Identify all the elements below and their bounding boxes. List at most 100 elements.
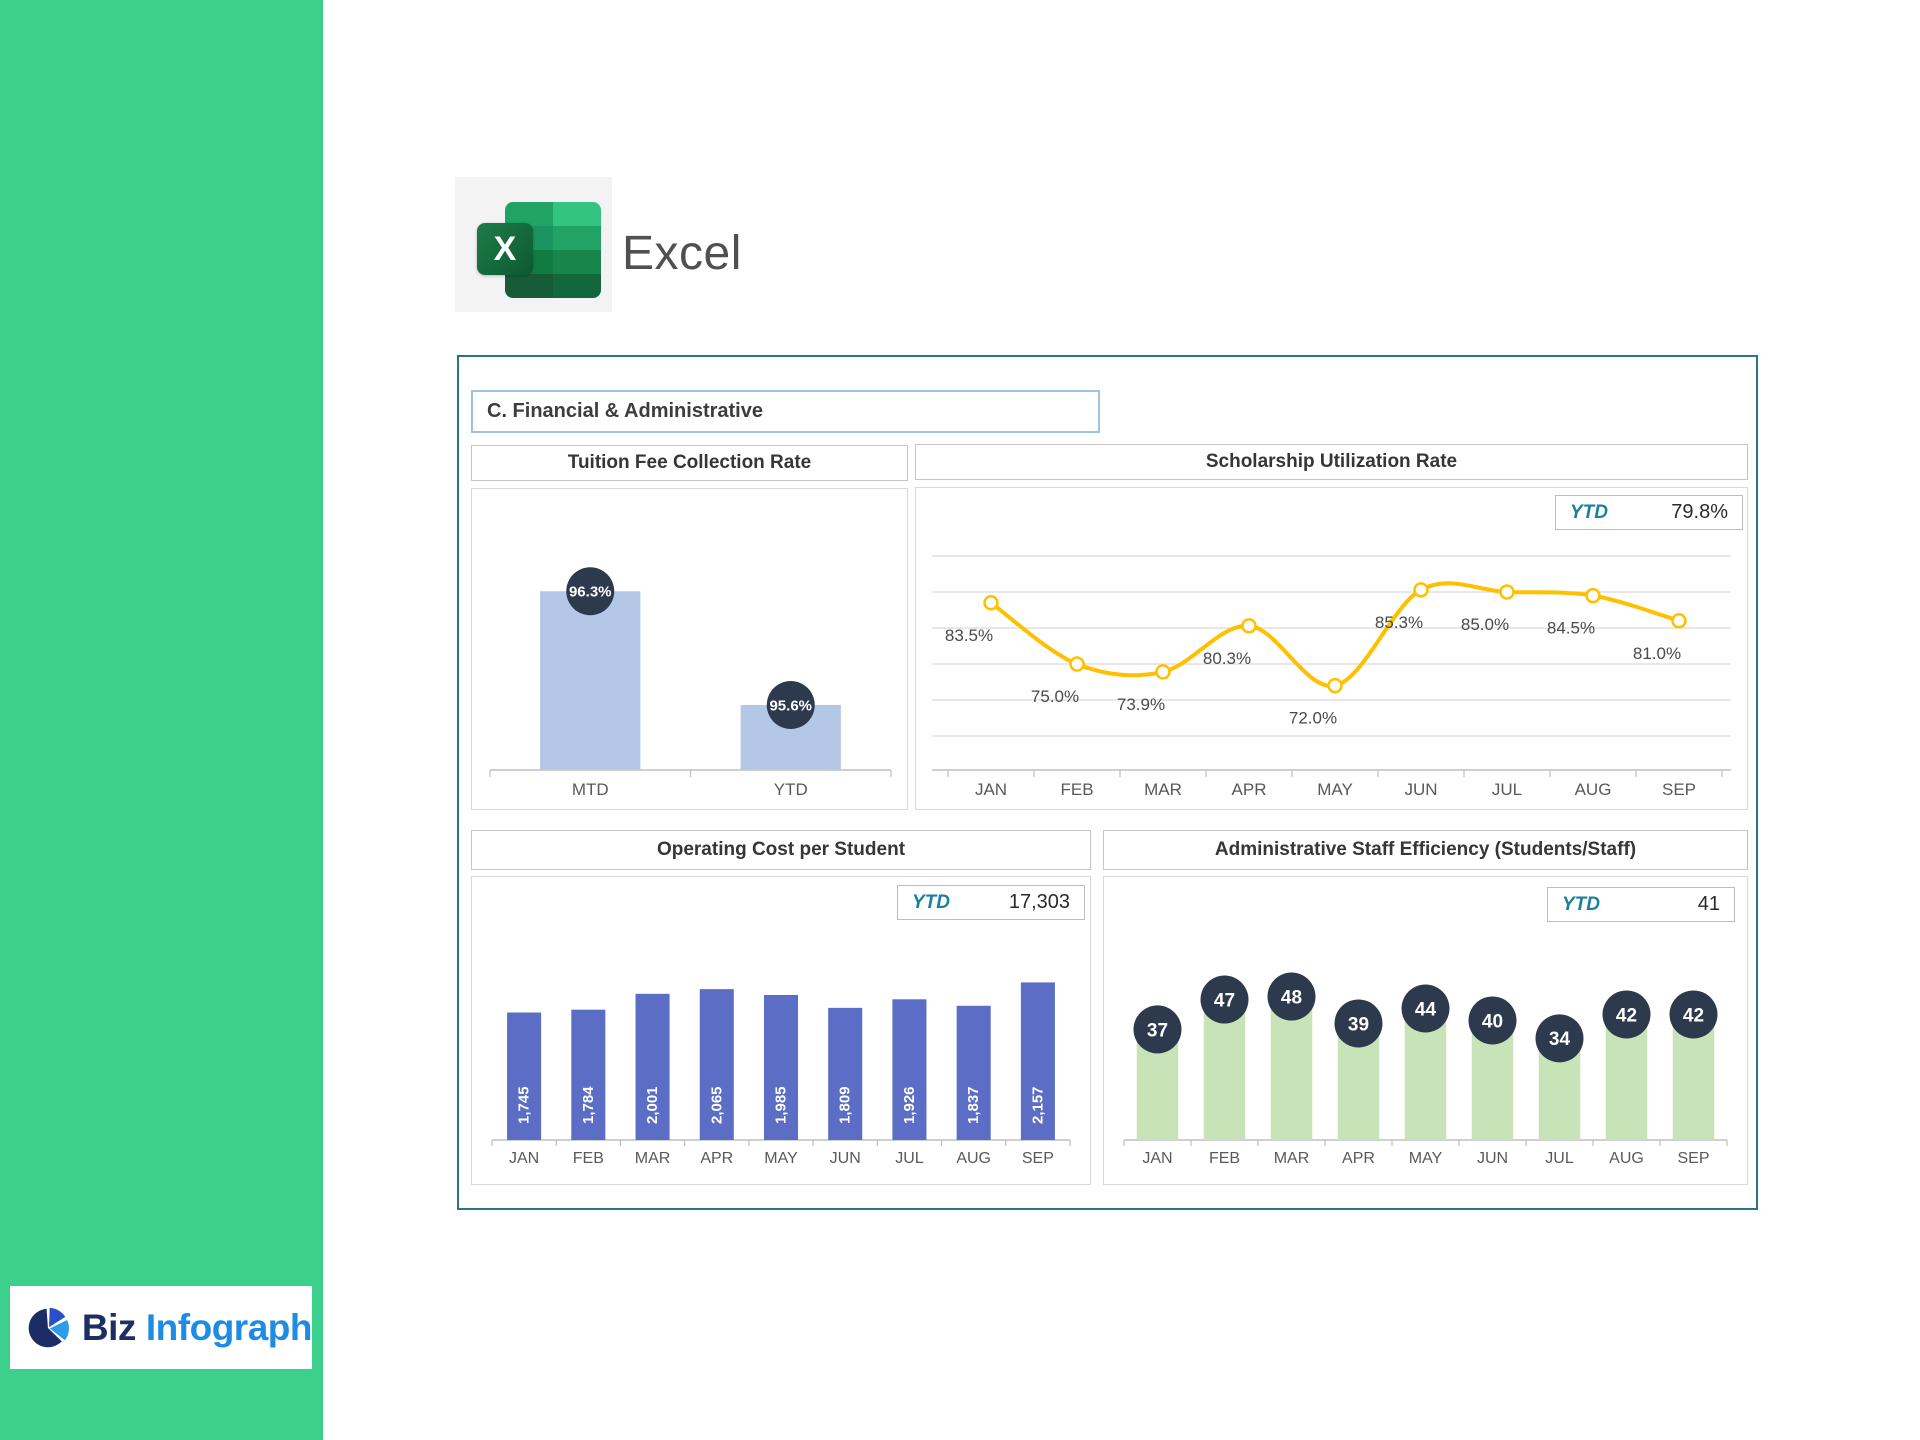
svg-text:JUL: JUL: [895, 1150, 924, 1167]
chart-operating[interactable]: YTD 17,303 JAN 1,745 FEB 1,784 MAR 2,001 APR 2,…: [471, 876, 1091, 1185]
brand-word-infograph: Infograph: [145, 1306, 313, 1348]
svg-text:42: 42: [1683, 1005, 1704, 1026]
chart-title-admin: Administrative Staff Efficiency (Student…: [1103, 830, 1748, 870]
svg-text:JUL: JUL: [1545, 1150, 1574, 1167]
svg-text:MAY: MAY: [1409, 1150, 1443, 1167]
excel-x-icon: X: [477, 223, 533, 275]
svg-text:95.6%: 95.6%: [769, 697, 812, 714]
ytd-value: 17,303: [1008, 891, 1070, 913]
svg-text:AUG: AUG: [1575, 780, 1612, 799]
green-sidebar: [0, 0, 323, 1440]
section-header-textbox[interactable]: C. Financial & Administrative: [471, 390, 1100, 433]
ytd-value: 41: [1697, 893, 1720, 915]
svg-text:1,985: 1,985: [773, 1086, 790, 1124]
svg-text:APR: APR: [700, 1150, 733, 1167]
svg-text:47: 47: [1214, 990, 1235, 1011]
dashboard: C. Financial & Administrative Tuition Fe…: [457, 355, 1758, 1210]
svg-text:MAR: MAR: [1144, 780, 1182, 799]
excel-icon-cell: [505, 274, 553, 298]
svg-text:44: 44: [1415, 999, 1437, 1020]
svg-text:40: 40: [1482, 1011, 1503, 1032]
scholarship-line-chart: 83.5% JAN 75.0% FEB 73.9% MAR 80.3% APR 72.0% MAY…: [916, 488, 1747, 809]
svg-text:80.3%: 80.3%: [1203, 649, 1251, 668]
svg-text:39: 39: [1348, 1014, 1369, 1035]
svg-text:JUN: JUN: [1477, 1150, 1508, 1167]
svg-text:APR: APR: [1232, 780, 1267, 799]
app-title: Excel: [622, 227, 742, 280]
biz-infograph-logo: Biz Infograph: [10, 1286, 313, 1369]
brand-text: Biz Infograph: [81, 1306, 313, 1349]
section-title: C. Financial & Administrative: [487, 400, 763, 422]
svg-text:84.5%: 84.5%: [1547, 619, 1595, 638]
svg-text:2,065: 2,065: [708, 1086, 725, 1124]
svg-text:SEP: SEP: [1662, 780, 1696, 799]
svg-text:AUG: AUG: [1609, 1150, 1644, 1167]
tuition-bar-chart: MTD 96.3% YTD 95.6%: [472, 489, 907, 809]
operating-bar-chart: JAN 1,745 FEB 1,784 MAR 2,001 APR 2,065 MAY 1,985…: [472, 877, 1090, 1184]
chart-title-tuition: Tuition Fee Collection Rate: [471, 445, 908, 481]
svg-text:1,809: 1,809: [837, 1086, 854, 1124]
svg-text:1,784: 1,784: [580, 1086, 597, 1124]
svg-text:1,745: 1,745: [516, 1086, 533, 1124]
svg-text:SEP: SEP: [1022, 1150, 1054, 1167]
svg-text:AUG: AUG: [956, 1150, 991, 1167]
svg-text:FEB: FEB: [573, 1150, 604, 1167]
svg-text:MAY: MAY: [1317, 780, 1353, 799]
ytd-label: YTD: [912, 891, 950, 913]
chart-title-operating: Operating Cost per Student: [471, 830, 1091, 870]
chart-title-text: Scholarship Utilization Rate: [1205, 451, 1458, 472]
svg-text:73.9%: 73.9%: [1117, 695, 1165, 714]
svg-text:83.5%: 83.5%: [945, 626, 993, 645]
excel-icon-cell: [553, 250, 601, 274]
svg-text:APR: APR: [1342, 1150, 1375, 1167]
brand-word-biz: Biz: [81, 1306, 137, 1348]
chart-admin[interactable]: YTD 41 JAN 37 FEB 47 MAR 48 APR 39 MAY 44 JUN 40 JUL…: [1103, 876, 1748, 1185]
svg-text:2,157: 2,157: [1029, 1086, 1046, 1124]
svg-text:FEB: FEB: [1209, 1150, 1240, 1167]
svg-text:81.0%: 81.0%: [1633, 644, 1681, 663]
pie-chart-icon: [28, 1307, 69, 1347]
ytd-label: YTD: [1570, 501, 1608, 523]
svg-text:34: 34: [1549, 1029, 1571, 1050]
svg-text:JUN: JUN: [1404, 780, 1437, 799]
svg-text:48: 48: [1281, 987, 1302, 1008]
ytd-badge-operating: YTD 17,303: [897, 885, 1085, 920]
svg-text:1,837: 1,837: [965, 1086, 982, 1124]
excel-icon-cell: [553, 226, 601, 250]
svg-text:85.0%: 85.0%: [1461, 615, 1509, 634]
svg-text:FEB: FEB: [1060, 780, 1093, 799]
svg-text:96.3%: 96.3%: [569, 584, 612, 601]
svg-text:MAY: MAY: [764, 1150, 798, 1167]
svg-text:JUL: JUL: [1492, 780, 1522, 799]
svg-text:42: 42: [1616, 1005, 1637, 1026]
chart-title-scholarship: Scholarship Utilization Rate: [915, 444, 1748, 480]
svg-text:37: 37: [1147, 1020, 1168, 1041]
svg-text:72.0%: 72.0%: [1289, 709, 1337, 728]
ytd-value: 79.8%: [1671, 501, 1728, 523]
svg-text:JUN: JUN: [830, 1150, 861, 1167]
excel-icon-cell: [553, 274, 601, 298]
svg-text:JAN: JAN: [975, 780, 1007, 799]
ytd-badge-admin: YTD 41: [1547, 887, 1735, 922]
svg-text:1,926: 1,926: [901, 1086, 918, 1124]
svg-text:YTD: YTD: [774, 780, 808, 799]
ytd-label: YTD: [1562, 893, 1600, 915]
svg-text:MTD: MTD: [572, 780, 609, 799]
admin-bar-chart: JAN 37 FEB 47 MAR 48 APR 39 MAY 44 JUN 40 JUL 34 AUG 42…: [1104, 877, 1747, 1184]
svg-text:MAR: MAR: [635, 1150, 671, 1167]
chart-scholarship[interactable]: YTD 79.8% 83.5% JAN 75.0% FEB 73.9% MAR 80.3% A…: [915, 487, 1748, 810]
ytd-badge-scholarship: YTD 79.8%: [1555, 495, 1743, 530]
chart-title-text: Administrative Staff Efficiency (Student…: [1214, 839, 1637, 860]
excel-icon-cell: [505, 202, 553, 226]
svg-text:2,001: 2,001: [644, 1086, 661, 1124]
chart-title-text: Tuition Fee Collection Rate: [567, 452, 812, 473]
svg-text:JAN: JAN: [509, 1150, 539, 1167]
svg-text:85.3%: 85.3%: [1375, 613, 1423, 632]
chart-tuition[interactable]: MTD 96.3% YTD 95.6%: [471, 488, 908, 810]
excel-logo-block: X: [455, 177, 612, 312]
svg-text:MAR: MAR: [1274, 1150, 1310, 1167]
excel-icon-cell: [553, 202, 601, 226]
svg-text:JAN: JAN: [1142, 1150, 1172, 1167]
svg-text:SEP: SEP: [1677, 1150, 1709, 1167]
svg-text:75.0%: 75.0%: [1031, 687, 1079, 706]
